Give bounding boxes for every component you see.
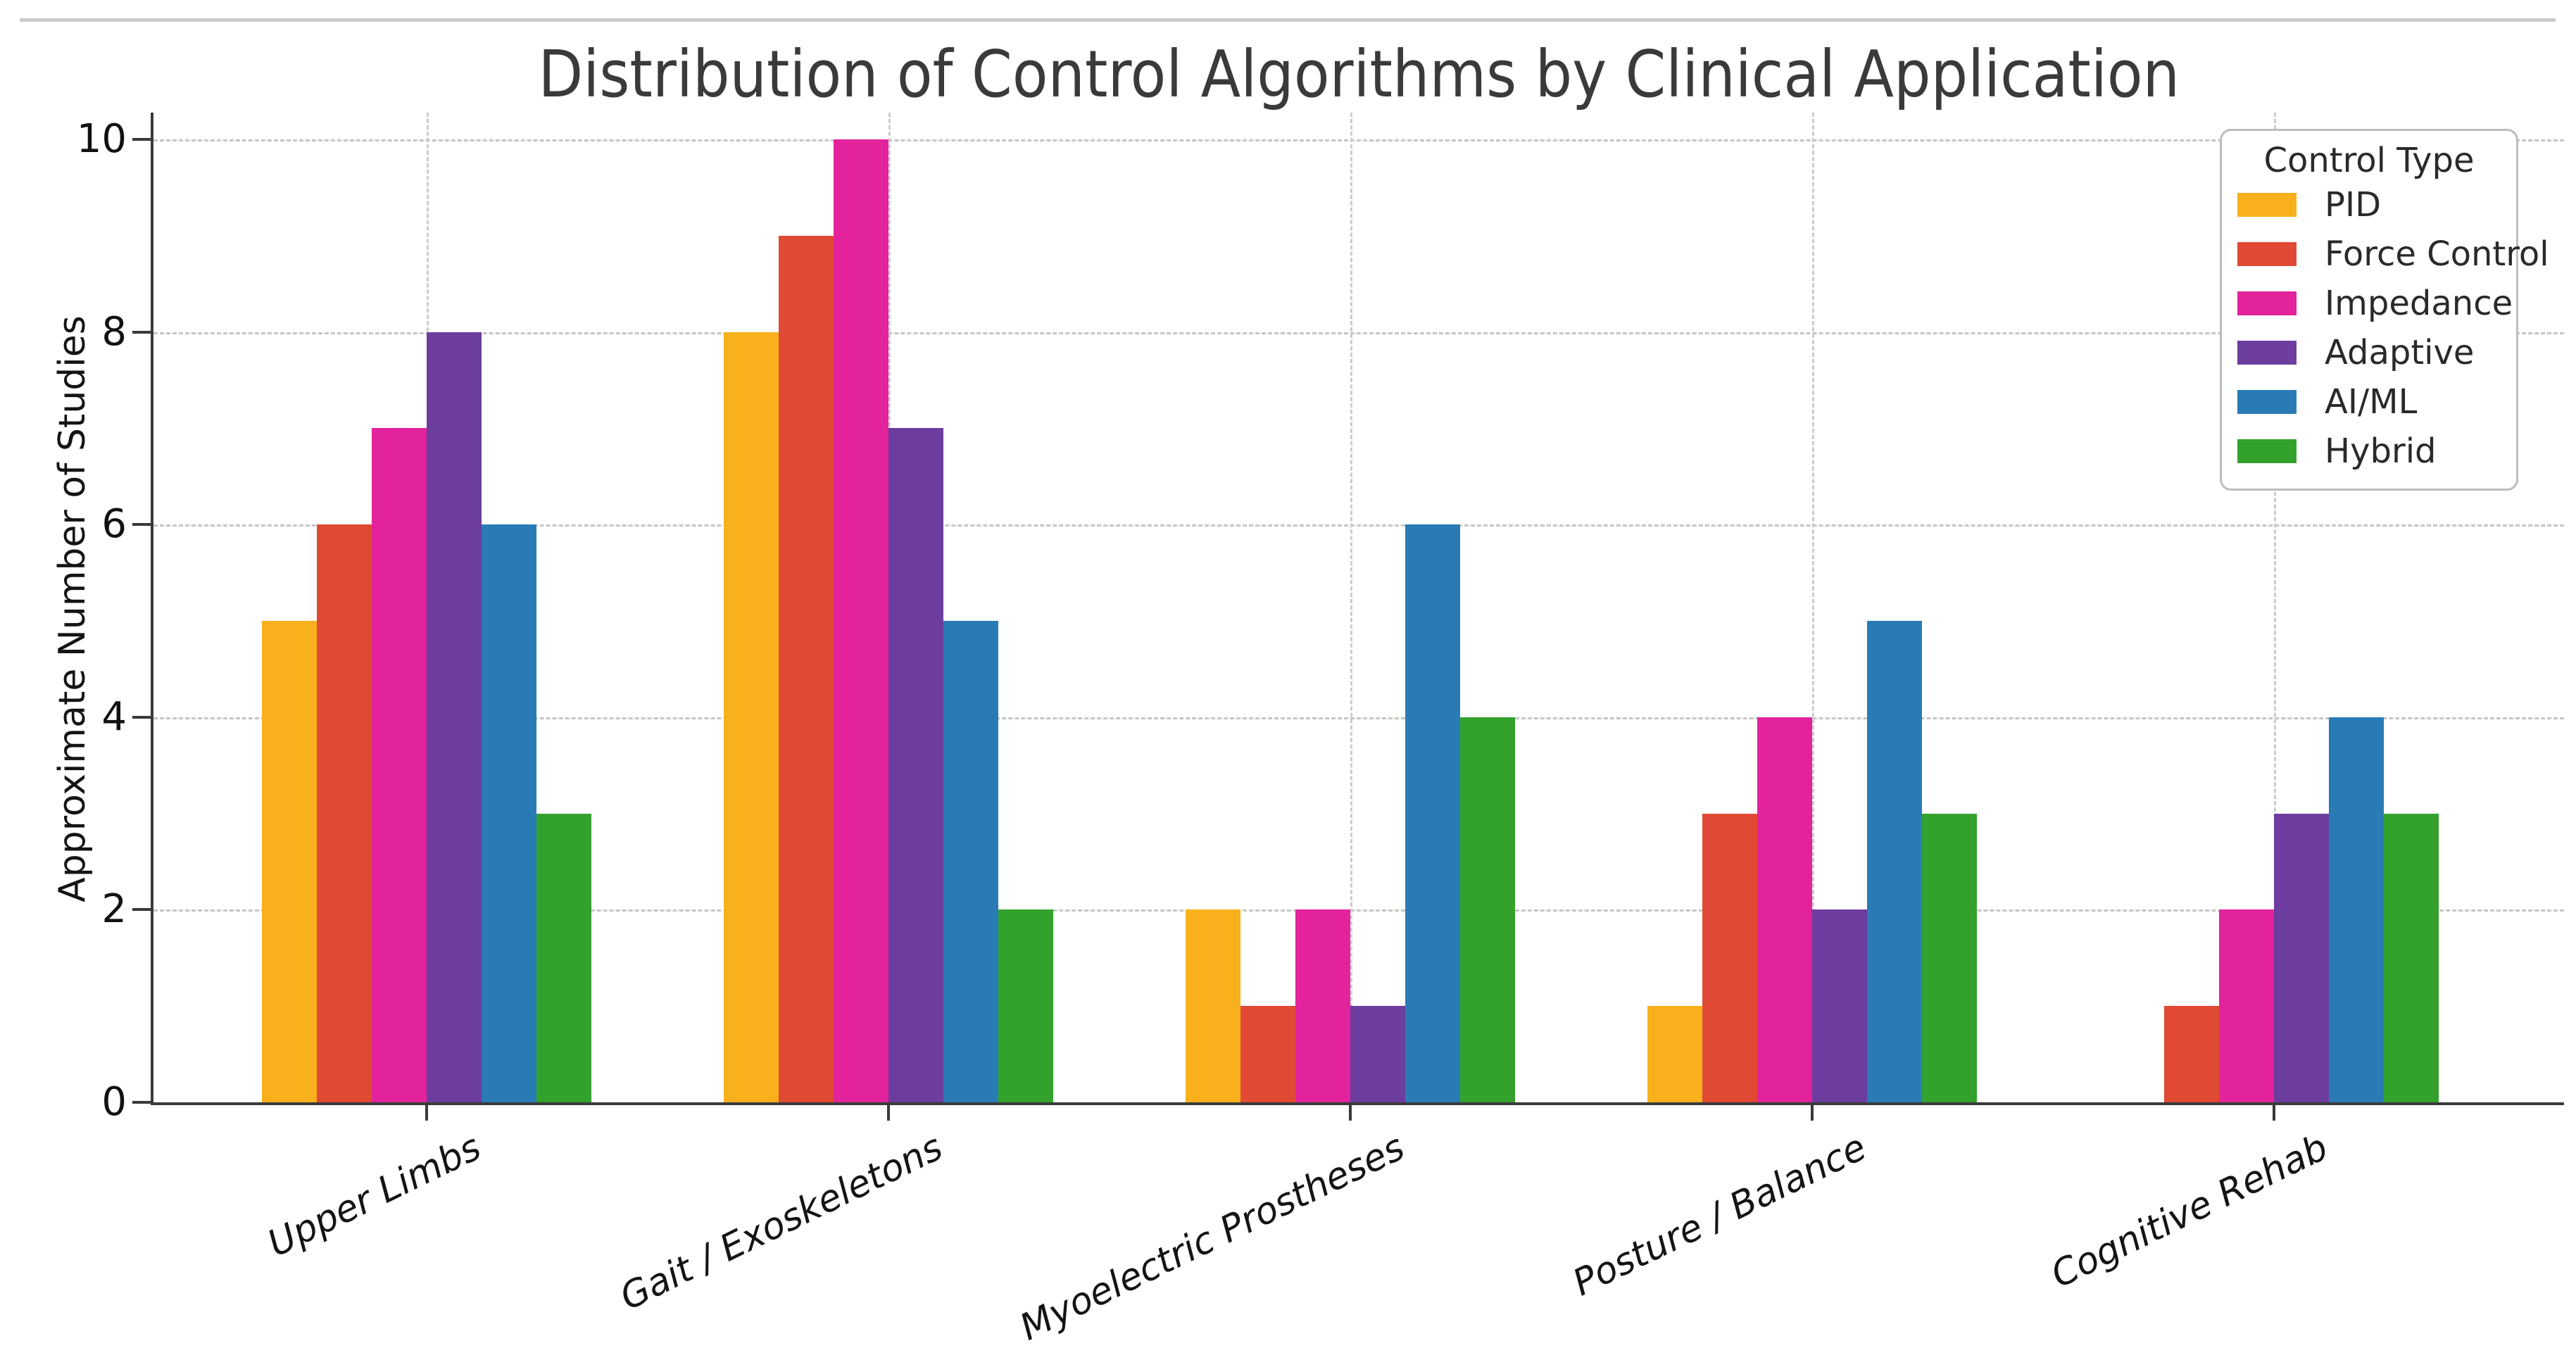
bar-pid-upper-limbs xyxy=(262,621,317,1102)
bar-adaptive-upper-limbs xyxy=(427,332,482,1102)
bar-force-control-myoelectric-prostheses xyxy=(1240,1006,1295,1102)
bar-pid-myoelectric-prostheses xyxy=(1186,909,1240,1102)
gridline-x-cognitive-rehab xyxy=(2274,113,2276,1102)
bar-ai-ml-gait-exoskeletons xyxy=(943,621,998,1102)
y-tick-label-4: 4 xyxy=(101,693,127,740)
gridline-y-8 xyxy=(153,332,2564,334)
y-tick-10 xyxy=(132,138,151,141)
bar-impedance-gait-exoskeletons xyxy=(834,139,888,1102)
y-tick-label-8: 8 xyxy=(101,308,127,355)
gridline-y-4 xyxy=(153,717,2564,719)
bar-force-control-upper-limbs xyxy=(317,524,372,1102)
bar-pid-gait-exoskeletons xyxy=(724,332,779,1102)
chart-title-text: Distribution of Control Algorithms by Cl… xyxy=(538,37,2180,112)
legend-label-adaptive: Adaptive xyxy=(2325,333,2475,372)
x-tick-upper-limbs xyxy=(425,1105,428,1121)
x-tick-myoelectric-prostheses xyxy=(1349,1105,1352,1121)
legend-swatch-hybrid xyxy=(2237,439,2297,463)
legend-entry-hybrid: Hybrid xyxy=(2237,431,2501,471)
legend-swatch-pid xyxy=(2237,193,2297,217)
bar-ai-ml-upper-limbs xyxy=(482,524,536,1102)
y-tick-label-0: 0 xyxy=(101,1079,127,1125)
bar-hybrid-cognitive-rehab xyxy=(2384,813,2439,1102)
x-tick-label-gait-exoskeletons: Gait / Exoskeletons xyxy=(613,1126,950,1319)
y-tick-4 xyxy=(132,715,151,719)
chart-title: Distribution of Control Algorithms by Cl… xyxy=(153,37,2564,112)
bar-force-control-cognitive-rehab xyxy=(2164,1006,2219,1102)
gridline-y-10 xyxy=(153,139,2564,141)
bar-force-control-posture-balance xyxy=(1702,813,1757,1102)
x-tick-cognitive-rehab xyxy=(2273,1105,2275,1121)
bar-force-control-gait-exoskeletons xyxy=(779,235,834,1102)
gridline-x-posture-balance xyxy=(1812,113,1814,1102)
legend-swatch-impedance xyxy=(2237,291,2297,315)
bar-pid-posture-balance xyxy=(1647,1006,1702,1102)
legend-label-hybrid: Hybrid xyxy=(2325,431,2437,471)
x-tick-posture-balance xyxy=(1811,1105,1814,1121)
figure-top-border xyxy=(20,18,2556,22)
bar-hybrid-myoelectric-prostheses xyxy=(1460,717,1515,1102)
legend-label-force-control: Force Control xyxy=(2325,234,2549,274)
y-tick-8 xyxy=(132,330,151,334)
bar-hybrid-upper-limbs xyxy=(536,813,591,1102)
y-tick-2 xyxy=(132,908,151,912)
gridline-x-myoelectric-prostheses xyxy=(1350,113,1352,1102)
y-axis-title: Approximate Number of Studies xyxy=(51,315,94,902)
y-tick-0 xyxy=(132,1101,151,1104)
y-tick-label-2: 2 xyxy=(101,886,127,933)
bar-ai-ml-cognitive-rehab xyxy=(2329,717,2384,1102)
x-tick-label-myoelectric-prostheses: Myoelectric Prostheses xyxy=(1013,1126,1412,1349)
y-tick-6 xyxy=(132,523,151,527)
legend-title: Control Type xyxy=(2263,141,2475,180)
bar-impedance-posture-balance xyxy=(1757,717,1812,1102)
x-tick-label-upper-limbs: Upper Limbs xyxy=(261,1126,488,1266)
legend-swatch-ai-ml xyxy=(2237,390,2297,414)
bar-hybrid-posture-balance xyxy=(1922,813,1977,1102)
bar-adaptive-cognitive-rehab xyxy=(2274,813,2329,1102)
gridline-y-6 xyxy=(153,524,2564,527)
legend-swatch-adaptive xyxy=(2237,341,2297,365)
bar-impedance-upper-limbs xyxy=(372,428,427,1102)
legend-label-pid: PID xyxy=(2325,185,2382,225)
gridline-y-2 xyxy=(153,909,2564,912)
bar-hybrid-gait-exoskeletons xyxy=(998,909,1053,1102)
legend-entry-force-control: Force Control xyxy=(2237,234,2549,274)
x-tick-label-cognitive-rehab: Cognitive Rehab xyxy=(2044,1126,2335,1297)
legend-swatch-force-control xyxy=(2237,242,2297,266)
bar-adaptive-gait-exoskeletons xyxy=(888,428,943,1102)
legend-items: PID Force Control Impedance Adaptive AI/ML Hy… xyxy=(2237,180,2549,476)
legend-label-impedance: Impedance xyxy=(2325,284,2513,323)
x-tick-label-posture-balance: Posture / Balance xyxy=(1566,1126,1873,1305)
bar-ai-ml-posture-balance xyxy=(1867,621,1922,1102)
legend-entry-impedance: Impedance xyxy=(2237,284,2513,323)
bar-impedance-cognitive-rehab xyxy=(2219,909,2274,1102)
bar-impedance-myoelectric-prostheses xyxy=(1295,909,1350,1102)
bar-adaptive-myoelectric-prostheses xyxy=(1350,1006,1405,1102)
x-axis-spine xyxy=(151,1102,2564,1105)
legend-label-ai-ml: AI/ML xyxy=(2325,382,2418,422)
x-tick-gait-exoskeletons xyxy=(887,1105,890,1121)
legend-entry-adaptive: Adaptive xyxy=(2237,333,2501,372)
legend-entry-pid: PID xyxy=(2237,185,2501,225)
legend: Control Type PID Force Control Impedance Ad… xyxy=(2220,129,2549,491)
legend-entry-ai-ml: AI/ML xyxy=(2237,382,2501,422)
bar-adaptive-posture-balance xyxy=(1812,909,1867,1102)
y-axis-spine xyxy=(151,113,153,1105)
y-tick-label-10: 10 xyxy=(76,116,127,162)
bar-ai-ml-myoelectric-prostheses xyxy=(1405,524,1460,1102)
y-tick-label-6: 6 xyxy=(101,501,127,548)
